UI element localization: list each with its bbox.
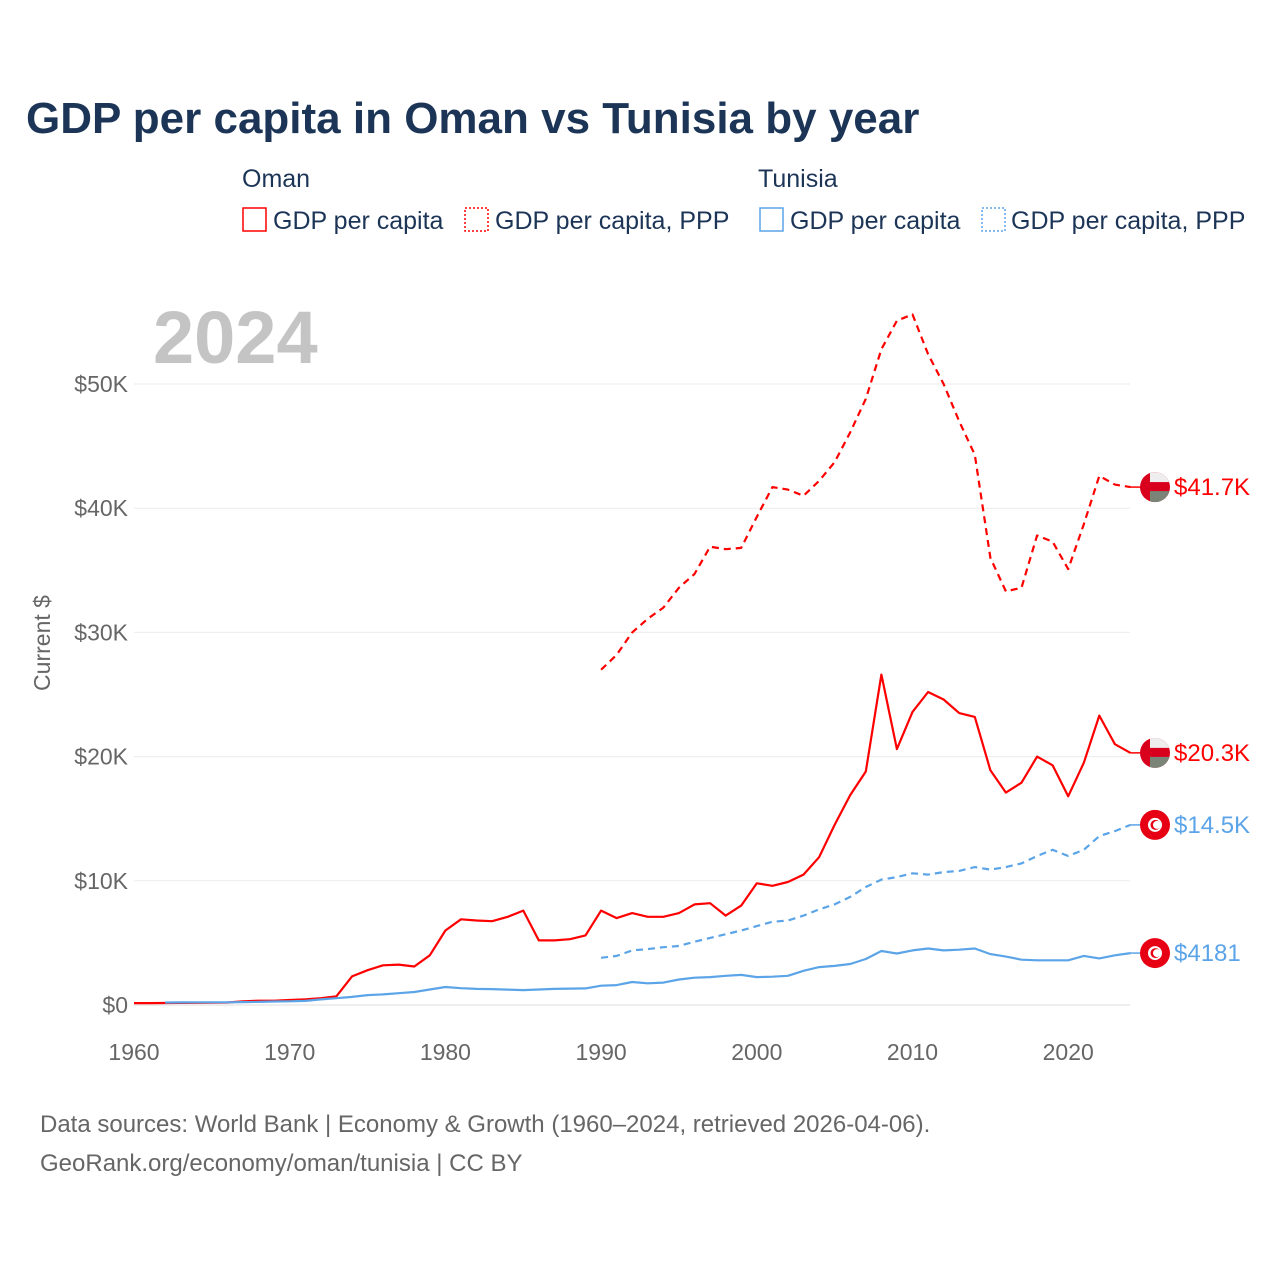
- x-tick-label: 1960: [108, 1039, 159, 1065]
- series-line-oman-gdp-per-capita: [134, 673, 1132, 1005]
- legend-label-oman-ppp: GDP per capita, PPP: [495, 207, 729, 235]
- oman-flag-icon: [1140, 472, 1170, 503]
- end-value-label: $4181: [1174, 940, 1241, 967]
- oman-flag-icon: [1140, 737, 1170, 768]
- y-tick-label: $30K: [74, 619, 128, 645]
- legend: Oman GDP per capita GDP per capita, PPP …: [242, 165, 1245, 235]
- legend-label-tunisia-gdp: GDP per capita: [790, 207, 961, 235]
- legend-swatch-oman-gdp: [242, 207, 267, 232]
- x-tick-label: 1990: [576, 1039, 627, 1065]
- legend-group-oman: Oman: [242, 165, 310, 193]
- end-value-label: $14.5K: [1174, 812, 1250, 839]
- y-tick-label: $20K: [74, 744, 128, 770]
- series-line-tunisia-gdp-per-capita-ppp: [600, 823, 1131, 959]
- end-value-label: $20.3K: [1174, 740, 1250, 767]
- legend-swatch-tunisia-ppp: [981, 207, 1006, 232]
- chart-title: GDP per capita in Oman vs Tunisia by yea…: [26, 94, 919, 143]
- y-tick-label: $40K: [74, 495, 128, 521]
- legend-label-tunisia-ppp: GDP per capita, PPP: [1011, 207, 1245, 235]
- legend-group-tunisia: Tunisia: [758, 165, 838, 193]
- legend-swatch-oman-ppp: [464, 207, 489, 232]
- footer-sources: Data sources: World Bank | Economy & Gro…: [40, 1111, 930, 1138]
- legend-swatch-tunisia-gdp: [759, 207, 784, 232]
- end-value-label: $41.7K: [1174, 474, 1250, 501]
- x-tick-label: 2010: [887, 1039, 938, 1065]
- tunisia-flag-icon: [1140, 809, 1170, 840]
- tunisia-flag-icon: [1140, 938, 1170, 969]
- y-tick-label: $0: [102, 992, 128, 1018]
- y-axis-label: Current $: [29, 595, 55, 691]
- x-tick-label: 1970: [264, 1039, 315, 1065]
- series-line-oman-gdp-per-capita-ppp: [600, 313, 1131, 671]
- legend-label-oman-gdp: GDP per capita: [273, 207, 444, 235]
- year-watermark: 2024: [153, 296, 318, 379]
- footer-attribution: GeoRank.org/economy/oman/tunisia | CC BY: [40, 1150, 522, 1177]
- x-tick-label: 2020: [1043, 1039, 1094, 1065]
- series-line-tunisia-gdp-per-capita: [165, 947, 1131, 1004]
- y-tick-label: $50K: [74, 371, 128, 397]
- y-tick-label: $10K: [74, 868, 128, 894]
- x-tick-label: 1980: [420, 1039, 471, 1065]
- x-tick-label: 2000: [731, 1039, 782, 1065]
